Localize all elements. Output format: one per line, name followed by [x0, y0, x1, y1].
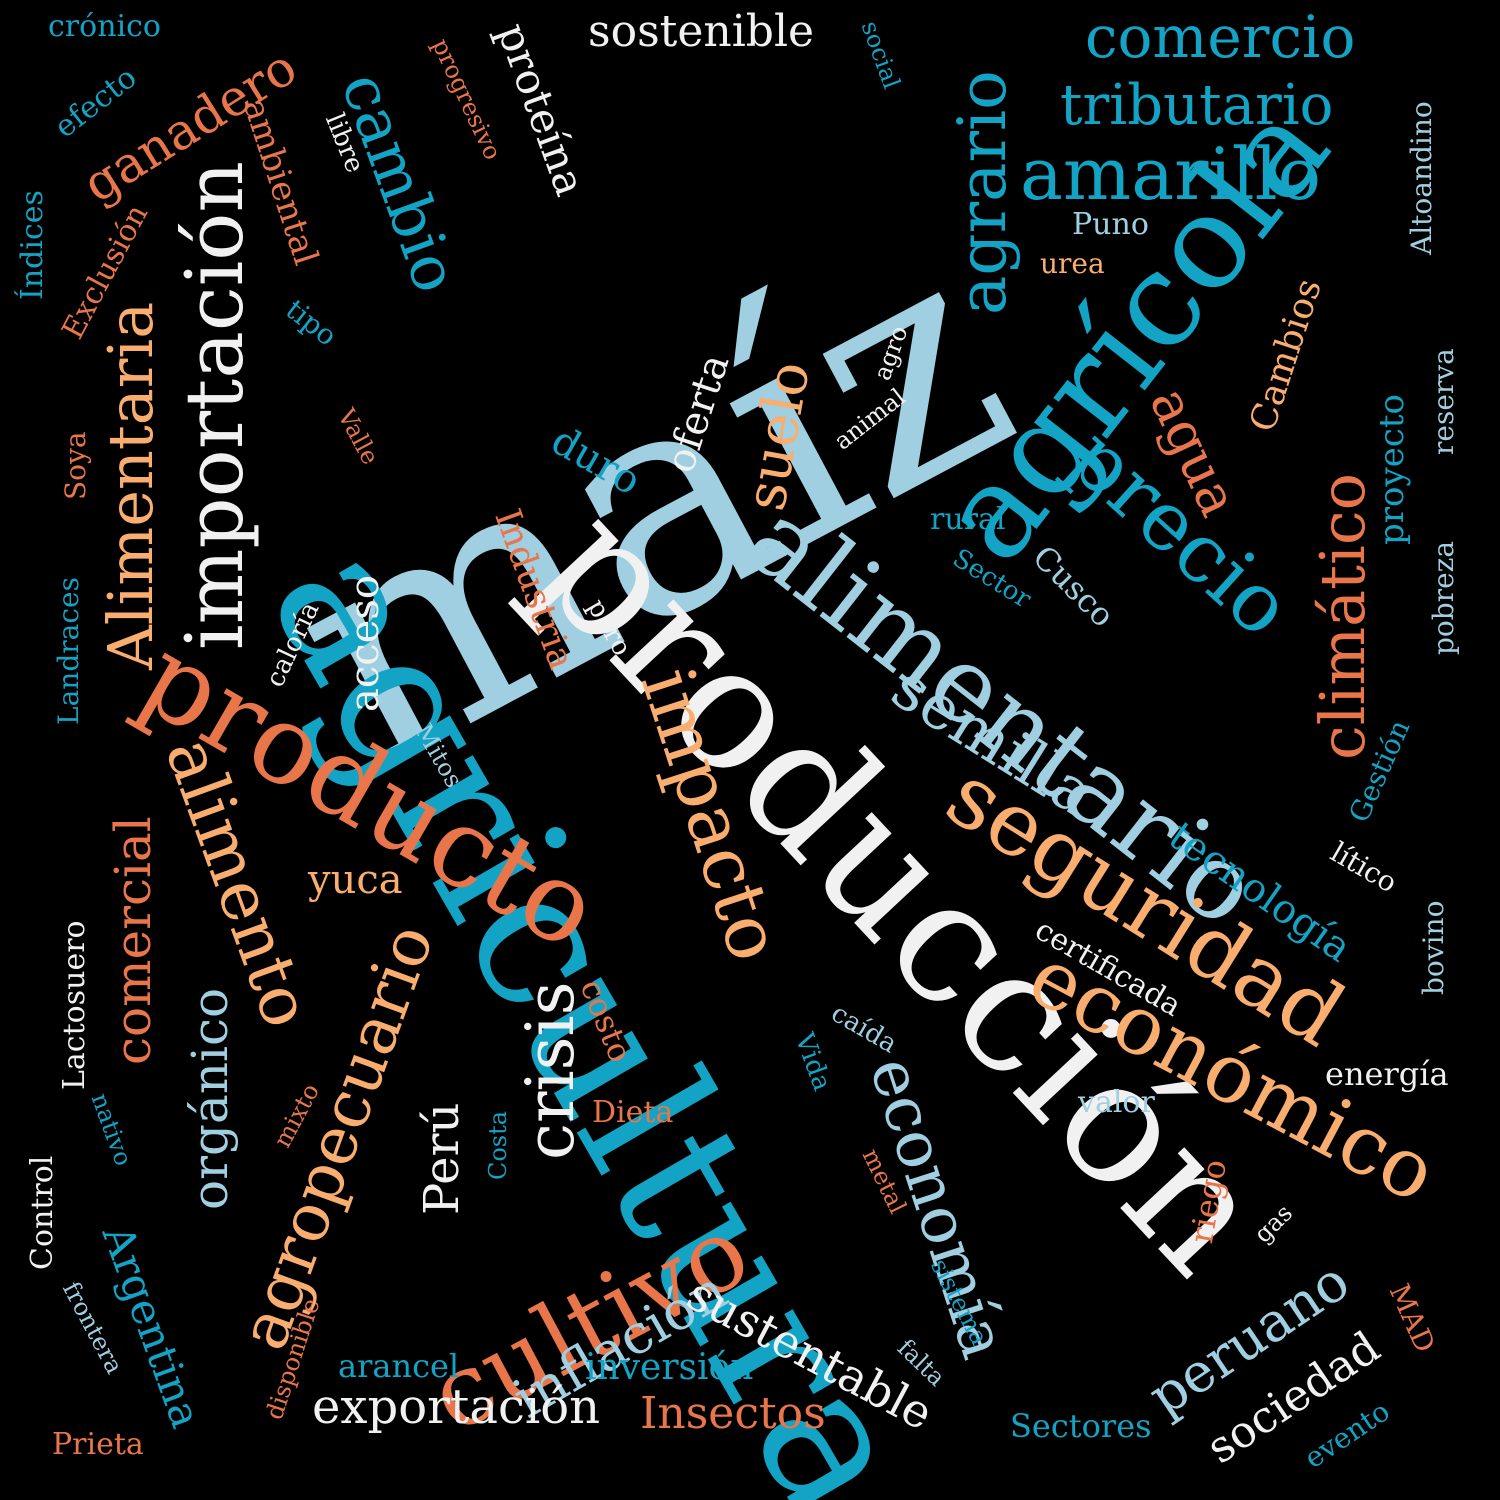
word-tributario: tributario: [1060, 73, 1334, 138]
word-landraces: Landraces: [52, 577, 85, 725]
word-tipo: tipo: [279, 292, 344, 353]
word-indices: Índices: [15, 190, 50, 300]
word-sostenible: sostenible: [588, 6, 815, 57]
word-pobreza: pobreza: [1427, 540, 1460, 655]
word-sectores: Sectores: [1010, 1407, 1152, 1445]
word-acceso: acceso: [342, 575, 388, 712]
word-valor: valor: [1078, 1085, 1155, 1120]
word-vida: Vida: [788, 1029, 837, 1095]
word-comercial: comercial: [104, 816, 162, 1065]
word-bovino: bovino: [1417, 900, 1450, 995]
word-agrario: agrario: [944, 70, 1021, 315]
word-cusco: Cusco: [1025, 537, 1122, 635]
word-peru: Perú: [414, 1102, 470, 1215]
word-energia: energía: [1325, 1055, 1449, 1093]
word-arancel: arancel: [338, 1347, 460, 1385]
word-crisis: crisis: [512, 981, 589, 1160]
word-insectos: Insectos: [640, 1388, 826, 1439]
word-soya: Soya: [59, 431, 92, 500]
word-importacion: importación: [168, 161, 261, 650]
word-lactosuero: Lactosuero: [57, 920, 92, 1090]
word-cambios: Cambios: [1242, 273, 1330, 437]
word-amarillo: amarillo: [1020, 132, 1321, 216]
word-cambio: cambio: [327, 62, 474, 302]
word-rural: rural: [930, 502, 1006, 537]
word-mad: MAD: [1382, 1278, 1442, 1358]
word-urea: urea: [1040, 247, 1105, 280]
word-comercio: comercio: [1085, 3, 1356, 71]
word-yuca: yuca: [308, 857, 403, 903]
word-litico: lítico: [1325, 835, 1403, 900]
word-proyecto: proyecto: [1372, 394, 1412, 545]
word-control: Control: [25, 1155, 60, 1270]
word-climatico: climático: [1306, 473, 1379, 760]
word-valle: Valle: [332, 404, 385, 470]
word-exportacion: exportación: [312, 1379, 600, 1435]
word-dieta: Dieta: [592, 1095, 674, 1130]
word-costa: Costa: [484, 1110, 512, 1180]
word-inversion: inversión: [585, 1347, 754, 1388]
word-puno: Puno: [1072, 207, 1149, 242]
word-nativo: nativo: [85, 1089, 138, 1170]
word-altoandino: Altoandino: [1405, 101, 1438, 255]
word-social: social: [855, 17, 906, 93]
word-prieta: Prieta: [52, 1427, 144, 1462]
word-progresivo: progresivo: [426, 34, 507, 165]
word-argentina: Argentina: [92, 1218, 212, 1435]
word-proteina: proteína: [487, 16, 596, 203]
word-cronico: crónico: [48, 9, 161, 44]
word-reserva: reserva: [1427, 348, 1460, 455]
word-organico: orgánico: [181, 987, 239, 1210]
word-alimentaria: Alimentaria: [94, 301, 167, 670]
